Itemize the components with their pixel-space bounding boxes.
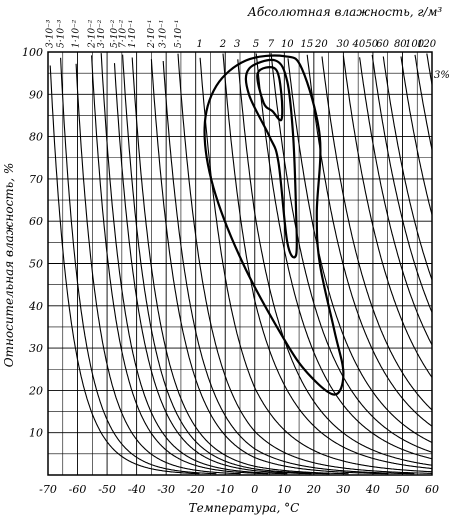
occurrence-contours [203, 54, 345, 396]
x-tick-label: -20 [187, 483, 205, 496]
chart-title: Абсолютная влажность, г/м³ [247, 5, 443, 19]
grid [47, 52, 433, 475]
y-tick-label: 90 [29, 88, 43, 101]
abs-humidity-label: 2·10⁻² [87, 19, 97, 49]
abs-humidity-label: 30 [337, 39, 350, 50]
isoline-25 [426, 53, 433, 85]
isoline-14 [255, 53, 433, 460]
abs-humidity-label: 100 [405, 39, 425, 50]
abs-humidity-label: 10 [281, 39, 294, 50]
abs-humidity-label: 5·10⁻³ [56, 19, 66, 48]
x-tick-label: 30 [336, 483, 350, 496]
isoline-6 [122, 54, 330, 475]
isoline-7 [131, 57, 349, 475]
abs-humidity-label: 80 [394, 39, 407, 50]
abs-humidity-label: 2·10⁻¹ [147, 20, 157, 49]
x-tick-label: -40 [128, 483, 146, 496]
y-tick-label: 60 [29, 215, 43, 228]
y-tick-label: 100 [22, 46, 43, 59]
abs-humidity-label: 3·10⁻² [97, 19, 107, 48]
isoline-21 [371, 54, 433, 313]
contour-middle [244, 58, 298, 259]
y-tick-label: 40 [28, 300, 43, 313]
abs-humidity-label: 1 [197, 39, 203, 50]
abs-humidity-label: 20 [314, 39, 328, 50]
isoline-4 [100, 53, 288, 475]
x-axis-label: Температура, °С [189, 501, 300, 515]
x-tick-labels: -70 -60 -50 -40 -30 -20 -10 0 10 20 30 40 50 60 [39, 483, 439, 496]
abs-humidity-label: 3·10⁻³ [46, 19, 56, 48]
contour-label: 3% [434, 70, 450, 81]
isoline-20 [359, 57, 433, 346]
x-tick-label: -60 [69, 483, 87, 496]
isoline-13 [237, 59, 433, 466]
isoline-10 [177, 53, 432, 474]
isoline-19 [342, 55, 433, 378]
plot-frame [47, 51, 433, 476]
isoline-8 [150, 59, 389, 475]
isoline-11 [199, 57, 432, 473]
abs-humidity-label: 5·10⁻² [110, 19, 120, 48]
abs-humidity-label: 2 [219, 39, 226, 50]
x-tick-label: 20 [306, 483, 321, 496]
isoline-12 [222, 53, 433, 470]
isoline-9 [162, 60, 415, 475]
x-tick-label: -50 [98, 483, 116, 496]
abs-humidity-label: 3 [234, 39, 240, 50]
x-tick-label: -70 [39, 483, 57, 496]
x-tick-label: 50 [395, 483, 409, 496]
contour-outer [203, 54, 345, 396]
y-tick-label: 70 [29, 173, 43, 186]
abs-humidity-label: 1·10⁻² [71, 19, 81, 48]
isoline-22 [382, 56, 433, 280]
isoline-23 [400, 56, 433, 215]
isoline-18 [321, 56, 433, 411]
x-tick-label: 60 [425, 483, 439, 496]
y-tick-label: 30 [29, 342, 43, 355]
isoline-1 [60, 57, 217, 475]
isoline-5 [113, 63, 312, 475]
x-tick-label: 40 [365, 483, 380, 496]
x-tick-label: 0 [251, 483, 258, 496]
x-tick-label: 10 [277, 483, 291, 496]
isoline-16 [287, 58, 433, 443]
absolute-humidity-labels: 3·10⁻³ 5·10⁻³ 1·10⁻² 2·10⁻² 3·10⁻² 5·10⁻²7·10… [46, 19, 437, 50]
contour-inner [256, 66, 284, 122]
y-tick-label: 20 [28, 384, 43, 397]
y-tick-label: 80 [29, 131, 43, 144]
isoline-17 [306, 54, 433, 427]
abs-humidity-label: 60 [376, 39, 389, 50]
abs-humidity-label: 5·10⁻¹ [174, 20, 184, 48]
x-tick-label: -30 [157, 483, 175, 496]
isoline-3 [91, 55, 269, 475]
abs-humidity-label: 7 [268, 39, 275, 50]
abs-humidity-label: 1·10⁻¹ [128, 20, 138, 48]
isoline-0 [49, 65, 200, 475]
y-tick-label: 50 [29, 258, 43, 271]
abs-humidity-label: 15 [301, 39, 314, 50]
y-tick-label: 10 [29, 427, 43, 440]
x-tick-label: -10 [216, 483, 234, 496]
abs-humidity-label: 40 [352, 39, 366, 50]
abs-humidity-label: 7·10⁻² [118, 19, 128, 48]
abs-humidity-label: 120 [417, 39, 437, 50]
y-axis-label: Относительная влажность, % [2, 163, 16, 367]
y-tick-labels: 10 20 30 40 50 60 70 80 90 100 [22, 46, 43, 440]
abs-humidity-label: 3·10⁻¹ [159, 20, 169, 48]
abs-humidity-label: 50 [365, 39, 378, 50]
abs-humidity-label: 5 [253, 39, 259, 50]
isoline-24 [414, 54, 433, 150]
isoline-2 [75, 63, 241, 475]
